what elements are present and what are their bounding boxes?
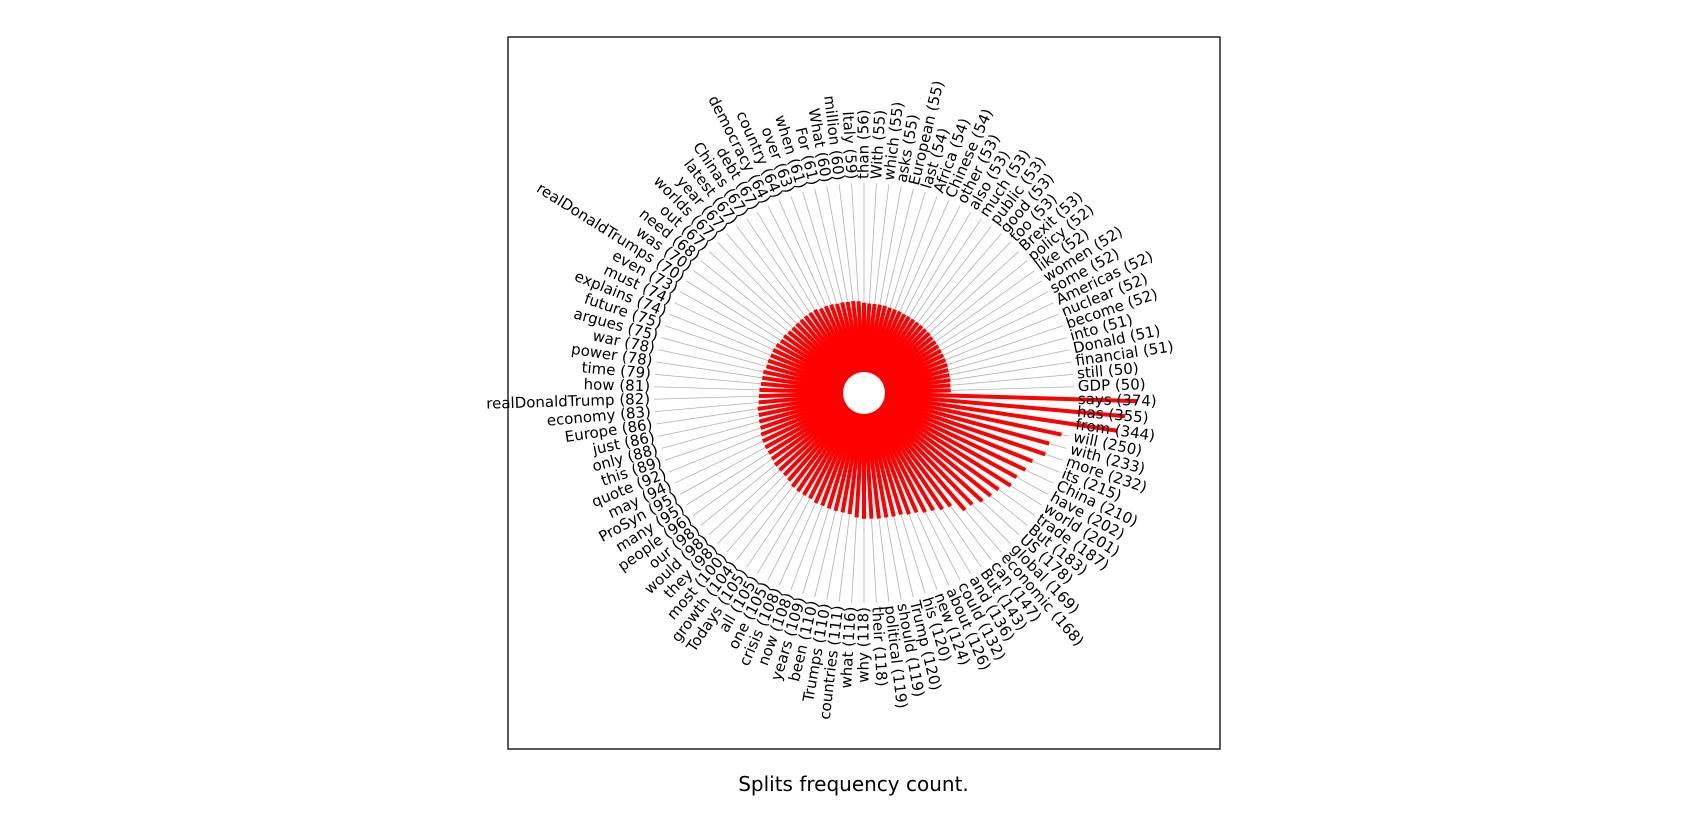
bar (871, 392, 1062, 437)
bar (869, 396, 1000, 492)
bar-label: still (50) (1076, 359, 1139, 382)
plot-frame (507, 36, 1221, 750)
center-hole (843, 372, 885, 414)
bar (870, 393, 1046, 457)
bar-label: what (116) (837, 606, 860, 689)
bar-label: how (81) (583, 375, 650, 395)
bar (870, 394, 1027, 472)
bar-label: realDonaldTrump (82) (486, 390, 650, 413)
bar-label: says (374) (1078, 390, 1157, 410)
bar (870, 394, 1034, 464)
bar (871, 393, 1050, 446)
bar-label: Italy (59) (839, 111, 861, 180)
bars-group (757, 300, 1137, 519)
bar (871, 391, 1137, 404)
bar-label: why (118) (855, 607, 873, 683)
bar (871, 388, 951, 395)
bar-label: than (56) (855, 109, 873, 179)
bar (871, 391, 1126, 419)
bar (869, 395, 1012, 488)
bar (870, 395, 1018, 479)
bar-label: their (118) (868, 606, 891, 687)
bar-label: With (55) (867, 109, 889, 180)
bar-label: GDP (50) (1078, 375, 1146, 395)
bar (871, 392, 1118, 433)
bar (868, 396, 993, 498)
chart-caption: Splits frequency count. (738, 772, 969, 796)
